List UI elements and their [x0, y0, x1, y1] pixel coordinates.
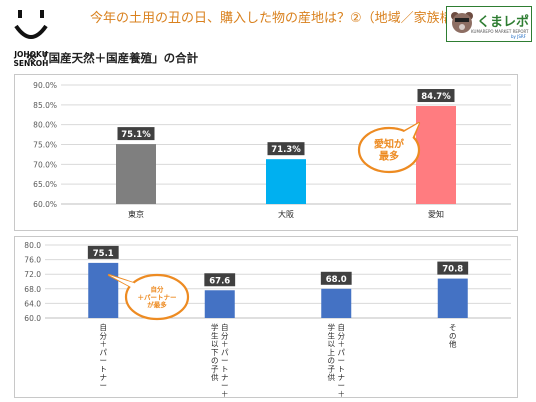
household-data-label-box [320, 271, 352, 285]
region-ytick-label: 65.0% [33, 180, 57, 189]
logo-mark-icon [14, 10, 48, 39]
logo-right-tagline: KUMAREPO MARKET REPORT [471, 29, 529, 34]
region-bar-chart: 60.0% 65.0% 70.0% 75.0% 80.0% 85.0% 90.0% 75.1%… [33, 81, 511, 219]
household-bar [204, 290, 235, 318]
household-category-label: 自分＋パートナー＋中学生以上の子供 [328, 322, 346, 397]
logo-right-sub: by JSRF [511, 34, 526, 39]
household-data-label: 70.8 [442, 265, 463, 275]
household-category-label: その他 [449, 323, 457, 349]
region-category-label: 愛知 [428, 209, 444, 219]
region-data-label: 71.3% [271, 145, 301, 155]
bear-mascot-icon [451, 12, 473, 33]
chart-note: ※「国産天然＋国産養殖」の合計 [26, 51, 199, 65]
household-bar-chart: 60.0 64.0 68.0 72.0 76.0 80.0 75.1 自分＋パートナー 67.6… [24, 241, 511, 402]
region-ytick-label: 75.0% [33, 141, 57, 150]
region-ytick-label: 70.0% [33, 160, 57, 169]
region-data-label-box [267, 142, 305, 156]
region-callout-text: 愛知が最多 [374, 138, 405, 163]
household-ytick-label: 64.0 [24, 299, 41, 308]
page-title: 今年の土用の丑の日、購入した物の産地は？②（地域／家族構成） [90, 11, 479, 26]
region-ytick-label: 90.0% [33, 81, 57, 90]
region-chart-panel: 60.0% 65.0% 70.0% 75.0% 80.0% 85.0% 90.0% 75.1%… [14, 74, 518, 231]
household-chart-panel: 60.0 64.0 68.0 72.0 76.0 80.0 75.1 自分＋パートナー 67.6… [14, 236, 518, 402]
region-category-label: 大阪 [278, 209, 294, 219]
household-ytick-label: 72.0 [24, 270, 41, 279]
household-data-label-box [87, 245, 119, 259]
region-category-label: 東京 [128, 209, 144, 219]
household-data-label-box [204, 273, 236, 287]
region-data-label: 75.1% [121, 130, 151, 140]
household-bar [88, 262, 119, 318]
johoku-senkoh-logo: JOHOKU SENKOH [8, 6, 54, 70]
logo-right-text: くまレポ [477, 15, 530, 30]
household-category-label: 自分＋パートナー＋小学生以下の子供 [211, 322, 229, 397]
region-bar [116, 144, 156, 204]
household-callout-text: 自分＋パートナーが最多 [138, 284, 177, 309]
region-ytick-label: 60.0% [33, 200, 57, 209]
region-ytick-label: 85.0% [33, 101, 57, 110]
household-bar [437, 278, 468, 318]
region-data-label-box [117, 127, 155, 141]
household-data-label: 67.6 [209, 276, 230, 286]
region-callout-bubble [357, 126, 421, 174]
household-category-label: 自分＋パートナー [100, 322, 108, 390]
logo-left-text: JOHOKU SENKOH [13, 50, 49, 68]
household-ytick-label: 68.0 [24, 285, 41, 294]
region-bar [416, 106, 456, 204]
household-callout-bubble [124, 273, 190, 321]
household-ytick-label: 60.0 [24, 314, 41, 323]
kumarepo-logo: くまレポ KUMAREPO MARKET REPORT by JSRF [446, 6, 532, 42]
household-ytick-label: 76.0 [24, 256, 41, 265]
region-data-label-box [417, 89, 455, 103]
region-data-label: 84.7% [421, 92, 451, 102]
region-bar [266, 159, 306, 204]
household-data-label: 68.0 [326, 275, 347, 285]
household-bar [321, 288, 352, 318]
household-callout-tail-cover [109, 275, 138, 291]
household-data-label-box [437, 261, 469, 275]
household-ytick-label: 80.0 [24, 241, 41, 250]
region-callout-tail-cover [402, 123, 419, 139]
household-data-label: 75.1 [93, 249, 114, 259]
region-ytick-label: 80.0% [33, 121, 57, 130]
